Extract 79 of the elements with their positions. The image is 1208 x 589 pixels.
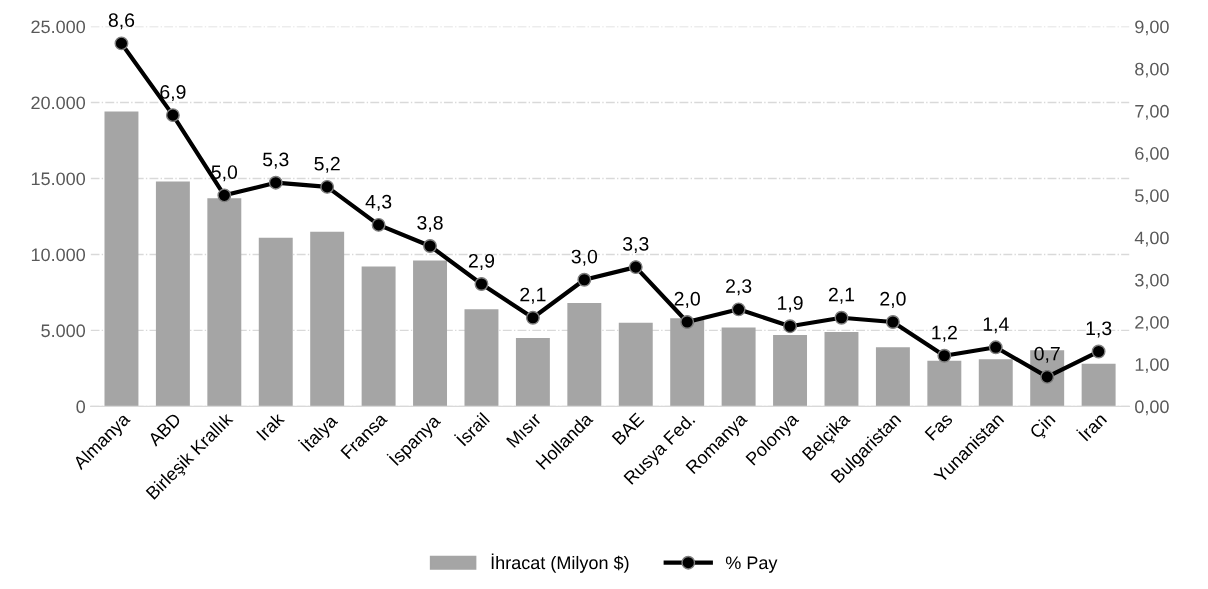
bar (207, 198, 242, 407)
x-tick-label: İran (1076, 410, 1108, 442)
data-label: 4,3 (365, 194, 392, 211)
data-label: 1,2 (932, 325, 957, 342)
point (680, 315, 695, 329)
bar (155, 181, 190, 407)
bar (104, 111, 139, 407)
point (114, 36, 129, 51)
data-label: 2,9 (468, 253, 495, 270)
y-tick-label: 15.000 (31, 172, 86, 186)
data-label: 3,0 (571, 249, 598, 266)
y2-tick-label: 3,00 (1135, 273, 1169, 289)
y-tick-label: 5.000 (41, 324, 86, 338)
data-label: 0,7 (1034, 346, 1060, 363)
y-tick-label: 0 (76, 400, 86, 414)
point (320, 179, 335, 194)
y-tick-label: 20.000 (31, 96, 86, 110)
data-label: 2,3 (726, 279, 752, 296)
bar (310, 231, 345, 407)
point (165, 108, 180, 123)
point (885, 315, 900, 329)
data-label: 1,9 (778, 296, 803, 313)
data-label: 2,1 (828, 287, 855, 304)
data-label: 5,0 (211, 165, 238, 182)
data-label: 2,0 (674, 291, 700, 308)
point (731, 302, 746, 317)
point (783, 319, 797, 334)
bar (927, 360, 962, 407)
y2-tick-label: 6,00 (1135, 147, 1169, 162)
bar (413, 260, 448, 407)
bar (875, 347, 910, 407)
x-tick-label: Irak (255, 411, 286, 441)
point (371, 217, 386, 232)
point (988, 340, 1003, 355)
data-label: 1,4 (983, 317, 1009, 334)
bar (773, 334, 808, 407)
bar (464, 309, 499, 407)
data-label: 6,9 (160, 85, 186, 102)
data-label: 2,0 (880, 291, 906, 308)
data-label: 5,3 (263, 152, 289, 169)
data-label: 2,1 (520, 287, 546, 304)
y2-tick-label: 7,00 (1135, 104, 1169, 120)
y2-tick-label: 4,00 (1134, 231, 1169, 247)
data-label: 3,8 (417, 215, 443, 232)
y-tick-label: 10.000 (31, 248, 86, 262)
y2-tick-label: 1,00 (1135, 358, 1169, 374)
data-label: 8,6 (108, 13, 135, 30)
bar (670, 318, 705, 407)
legend-label: İhracat (Milyon $) (491, 553, 629, 573)
bar (824, 331, 859, 407)
bar (618, 322, 653, 407)
data-label: 5,2 (314, 156, 340, 173)
x-tick-label: Çin (1028, 412, 1059, 442)
point (268, 175, 283, 190)
data-label: 1,3 (1086, 321, 1112, 338)
point (937, 348, 952, 363)
y-tick-label: 25.000 (31, 20, 86, 34)
point (474, 277, 489, 291)
y2-tick-label: 9,00 (1135, 20, 1169, 36)
point (628, 260, 643, 275)
bar (567, 303, 602, 407)
bar (978, 359, 1013, 407)
point (217, 188, 232, 203)
bar (721, 327, 756, 407)
bar (515, 338, 550, 407)
legend-label: % Pay (725, 556, 778, 573)
bar (361, 266, 396, 407)
point (1091, 344, 1106, 359)
bar (1081, 363, 1116, 407)
point (834, 310, 849, 325)
point (577, 272, 592, 287)
point (525, 310, 540, 325)
point (423, 239, 437, 253)
y2-tick-label: 0,00 (1135, 400, 1169, 416)
y2-tick-label: 5,00 (1135, 189, 1169, 205)
data-label: 3,3 (622, 237, 649, 254)
y2-tick-label: 8,00 (1135, 62, 1169, 78)
y2-tick-label: 2,00 (1135, 315, 1169, 331)
bar (258, 237, 293, 407)
